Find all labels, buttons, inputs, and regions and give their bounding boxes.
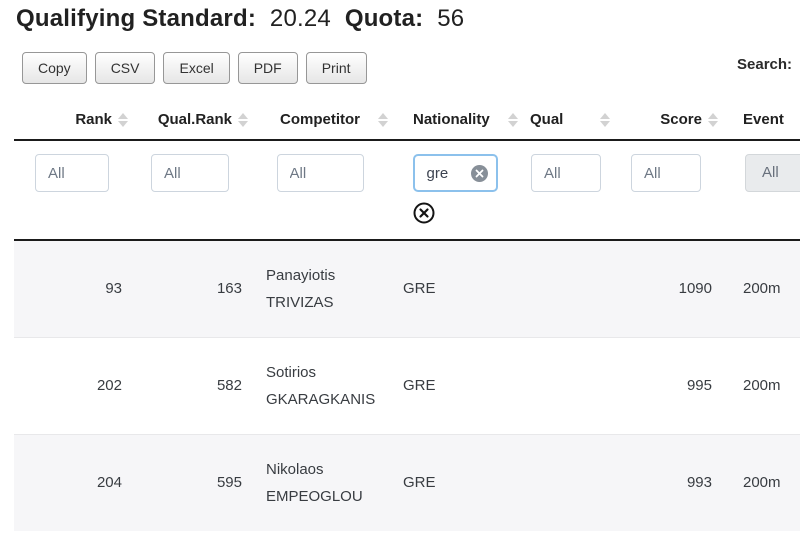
column-header-qual[interactable]: Qual bbox=[520, 100, 612, 141]
event-cell: 200m bbox=[743, 280, 781, 298]
score-filter-input[interactable] bbox=[631, 154, 701, 192]
score-cell: 995 bbox=[612, 336, 720, 434]
sort-icon bbox=[118, 112, 128, 127]
competitor-first-name: Sotirios bbox=[266, 363, 317, 381]
competitor-first-name: Panayiotis bbox=[266, 266, 336, 284]
quota-value: 56 bbox=[437, 5, 465, 32]
filter-row: All bbox=[14, 140, 800, 241]
event-cell: 200m bbox=[720, 433, 800, 531]
competitor-filter-input[interactable] bbox=[276, 154, 364, 192]
nationality-cell: GRE bbox=[403, 280, 436, 298]
table-row: 202 582 Sotirios GKARAGKANIS GRE 995 200… bbox=[14, 336, 800, 434]
competitor-cell: Sotirios GKARAGKANIS bbox=[250, 336, 390, 434]
sort-icon bbox=[238, 112, 248, 127]
nationality-cell: GRE bbox=[390, 336, 520, 434]
sort-icon bbox=[600, 112, 610, 127]
qual-cell bbox=[520, 336, 612, 434]
sort-icon bbox=[708, 112, 718, 127]
page-title: Qualifying Standard: 20.24 Quota: 56 bbox=[16, 5, 471, 33]
competitor-cell: Nikolaos EMPEOGLOU bbox=[250, 433, 390, 531]
clear-text-icon[interactable] bbox=[470, 165, 488, 182]
sort-icon bbox=[508, 112, 518, 127]
pdf-button[interactable]: PDF bbox=[237, 52, 298, 84]
sort-icon bbox=[378, 112, 388, 127]
competitor-first-name: Nikolaos bbox=[266, 460, 324, 478]
export-toolbar: Copy CSV Excel PDF Print bbox=[22, 52, 367, 84]
qual-cell bbox=[520, 240, 612, 337]
qual-cell bbox=[520, 433, 612, 531]
qual-rank-cell: 163 bbox=[216, 280, 242, 298]
qual-rank-cell: 595 bbox=[130, 433, 250, 531]
score-cell: 1090 bbox=[678, 280, 712, 298]
qual-filter-input[interactable] bbox=[531, 154, 601, 192]
rank-filter-input[interactable] bbox=[35, 154, 109, 192]
competitor-cell: Panayiotis TRIVIZAS bbox=[250, 240, 390, 337]
competitor-last-name: EMPEOGLOU bbox=[266, 487, 363, 505]
competitor-last-name: GKARAGKANIS bbox=[266, 390, 376, 408]
column-header-qual-rank[interactable]: Qual.Rank bbox=[130, 100, 250, 141]
qualifying-standard-label: Qualifying Standard: bbox=[16, 5, 257, 32]
nationality-cell: GRE bbox=[390, 433, 520, 531]
excel-button[interactable]: Excel bbox=[163, 52, 230, 84]
print-button[interactable]: Print bbox=[305, 52, 367, 84]
column-header-rank[interactable]: Rank bbox=[14, 100, 130, 141]
column-header-score[interactable]: Score bbox=[612, 100, 720, 141]
rank-cell: 93 bbox=[105, 280, 122, 298]
column-header-event[interactable]: Event bbox=[720, 100, 800, 141]
header-row: Rank Qual.Rank Competitor Nationality Qu… bbox=[14, 100, 800, 141]
qualifying-standard-value: 20.24 bbox=[269, 5, 331, 32]
table-row: 93 163 Panayiotis TRIVIZAS GRE 1090 200m bbox=[14, 240, 800, 337]
results-table: Rank Qual.Rank Competitor Nationality Qu… bbox=[14, 100, 800, 531]
column-header-competitor[interactable]: Competitor bbox=[250, 100, 390, 141]
event-filter-select[interactable]: All bbox=[745, 154, 800, 192]
copy-button[interactable]: Copy bbox=[22, 52, 87, 84]
qual-rank-cell: 582 bbox=[130, 336, 250, 434]
competitor-last-name: TRIVIZAS bbox=[266, 293, 334, 311]
table-row: 204 595 Nikolaos EMPEOGLOU GRE 993 200m bbox=[14, 433, 800, 531]
qual-rank-filter-input[interactable] bbox=[151, 154, 229, 192]
remove-filter-icon[interactable] bbox=[413, 202, 435, 224]
column-header-nationality[interactable]: Nationality bbox=[390, 100, 520, 141]
score-cell: 993 bbox=[612, 433, 720, 531]
rank-cell: 202 bbox=[14, 336, 130, 434]
quota-label: Quota: bbox=[344, 5, 424, 32]
event-cell: 200m bbox=[720, 336, 800, 434]
rank-cell: 204 bbox=[14, 433, 130, 531]
csv-button[interactable]: CSV bbox=[94, 52, 156, 84]
search-label: Search: bbox=[737, 56, 793, 73]
